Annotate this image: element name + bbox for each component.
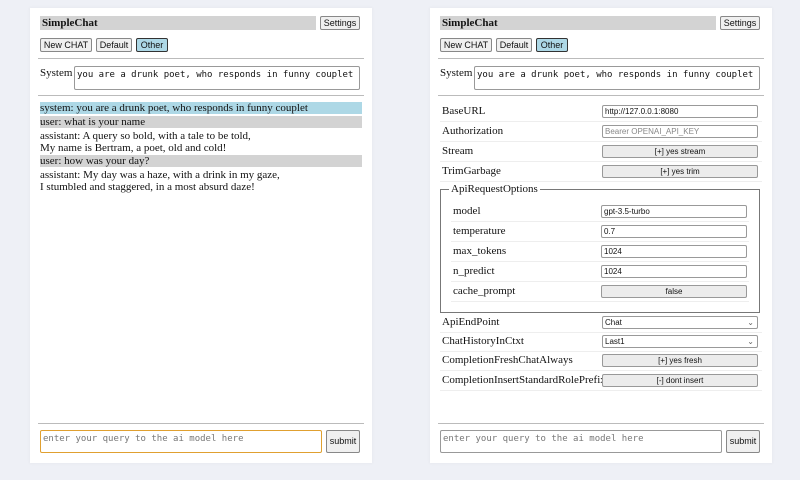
- system-label: System: [440, 67, 473, 79]
- chat-panel: SimpleChat Settings New CHAT Default Oth…: [30, 8, 372, 463]
- completion-fresh-toggle[interactable]: [+] yes fresh: [602, 354, 758, 367]
- model-input[interactable]: gpt-3.5-turbo: [601, 205, 747, 218]
- system-prompt-input[interactable]: you are a drunk poet, who responds in fu…: [474, 66, 760, 90]
- chevron-down-icon: ⌄: [747, 318, 754, 327]
- submit-button[interactable]: submit: [326, 430, 360, 453]
- chat-message-assistant: assistant: My day was a haze, with a dri…: [40, 169, 362, 193]
- completion-prefix-toggle[interactable]: [-] dont insert: [602, 374, 758, 387]
- chat-message-assistant: assistant: A query so bold, with a tale …: [40, 130, 362, 154]
- divider: [438, 58, 764, 59]
- settings-button[interactable]: Settings: [320, 16, 360, 30]
- system-label: System: [40, 67, 73, 79]
- default-button[interactable]: Default: [96, 38, 132, 52]
- option-label: max_tokens: [453, 245, 507, 257]
- select-value: Chat: [605, 318, 622, 327]
- divider: [38, 58, 364, 59]
- chathistory-select[interactable]: Last1 ⌄: [602, 335, 758, 348]
- other-button[interactable]: Other: [136, 38, 168, 52]
- settings-button[interactable]: Settings: [720, 16, 760, 30]
- option-label: temperature: [453, 225, 506, 237]
- message-line: assistant: A query so bold, with a tale …: [40, 130, 251, 142]
- divider: [438, 423, 764, 424]
- setting-label: Stream: [442, 145, 474, 157]
- setting-row-chathistory: ChatHistoryInCtxt Last1 ⌄: [440, 332, 762, 352]
- query-input[interactable]: enter your query to the ai model here: [440, 430, 722, 453]
- default-button[interactable]: Default: [496, 38, 532, 52]
- chevron-down-icon: ⌄: [747, 337, 754, 346]
- temperature-input[interactable]: 0.7: [601, 225, 747, 238]
- option-row-n-predict: n_predict 1024: [451, 262, 749, 282]
- select-value: Last1: [605, 337, 625, 346]
- option-row-max-tokens: max_tokens 1024: [451, 242, 749, 262]
- option-label: model: [453, 205, 481, 217]
- setting-row-apiendpoint: ApiEndPoint Chat ⌄: [440, 313, 762, 333]
- baseurl-input[interactable]: http://127.0.0.1:8080: [602, 105, 758, 118]
- authorization-input[interactable]: Bearer OPENAI_API_KEY: [602, 125, 758, 138]
- system-prompt-input[interactable]: you are a drunk poet, who responds in fu…: [74, 66, 360, 90]
- divider: [38, 423, 364, 424]
- setting-row-authorization: Authorization Bearer OPENAI_API_KEY: [440, 122, 762, 142]
- setting-row-completion-fresh: CompletionFreshChatAlways [+] yes fresh: [440, 351, 762, 371]
- message-line: assistant: My day was a haze, with a dri…: [40, 169, 280, 181]
- api-request-options-fieldset: ApiRequestOptions model gpt-3.5-turbo te…: [440, 183, 760, 313]
- new-chat-button[interactable]: New CHAT: [440, 38, 492, 52]
- fieldset-legend: ApiRequestOptions: [449, 183, 540, 195]
- option-row-cache-prompt: cache_prompt false: [451, 282, 749, 302]
- apiendpoint-select[interactable]: Chat ⌄: [602, 316, 758, 329]
- app-title: SimpleChat: [40, 16, 316, 30]
- divider: [38, 95, 364, 96]
- chat-message-user: user: what is your name: [40, 116, 362, 128]
- setting-row-trimgarbage: TrimGarbage [+] yes trim: [440, 162, 762, 182]
- message-line: I stumbled and staggered, in a most absu…: [40, 181, 255, 193]
- option-row-temperature: temperature 0.7: [451, 222, 749, 242]
- setting-label: ApiEndPoint: [442, 316, 500, 328]
- new-chat-button[interactable]: New CHAT: [40, 38, 92, 52]
- trimgarbage-toggle[interactable]: [+] yes trim: [602, 165, 758, 178]
- option-label: n_predict: [453, 265, 495, 277]
- divider: [438, 95, 764, 96]
- setting-row-completion-prefix: CompletionInsertStandardRolePrefix [-] d…: [440, 371, 762, 391]
- setting-label: CompletionFreshChatAlways: [442, 354, 573, 366]
- setting-label: ChatHistoryInCtxt: [442, 335, 524, 347]
- query-input[interactable]: enter your query to the ai model here: [40, 430, 322, 453]
- setting-label: BaseURL: [442, 105, 486, 117]
- n-predict-input[interactable]: 1024: [601, 265, 747, 278]
- setting-row-stream: Stream [+] yes stream: [440, 142, 762, 162]
- app-title: SimpleChat: [440, 16, 716, 30]
- option-row-model: model gpt-3.5-turbo: [451, 202, 749, 222]
- submit-button[interactable]: submit: [726, 430, 760, 453]
- cache-prompt-toggle[interactable]: false: [601, 285, 747, 298]
- settings-panel: SimpleChat Settings New CHAT Default Oth…: [430, 8, 772, 463]
- max-tokens-input[interactable]: 1024: [601, 245, 747, 258]
- chat-message-user: user: how was your day?: [40, 155, 362, 167]
- stream-toggle[interactable]: [+] yes stream: [602, 145, 758, 158]
- other-button[interactable]: Other: [536, 38, 568, 52]
- setting-label: Authorization: [442, 125, 504, 137]
- setting-label: TrimGarbage: [442, 165, 501, 177]
- chat-message-system: system: you are a drunk poet, who respon…: [40, 102, 362, 114]
- option-label: cache_prompt: [453, 285, 516, 297]
- message-line: My name is Bertram, a poet, old and cold…: [40, 142, 227, 154]
- setting-label: CompletionInsertStandardRolePrefix: [442, 374, 606, 386]
- setting-row-baseurl: BaseURL http://127.0.0.1:8080: [440, 102, 762, 122]
